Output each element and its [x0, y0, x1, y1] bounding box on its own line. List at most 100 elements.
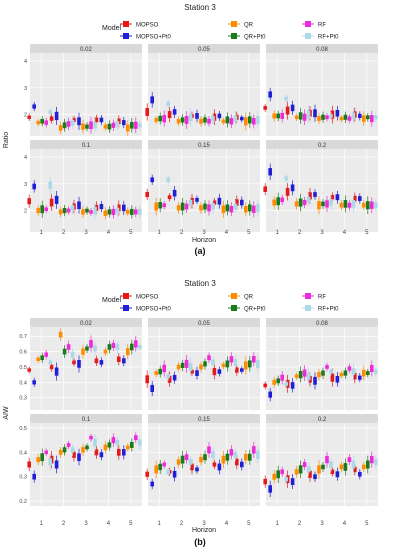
box-b: [117, 448, 121, 456]
legend-key-a: [231, 21, 237, 27]
box-a: [130, 121, 134, 129]
box-b: [339, 372, 344, 377]
legend-key-b: [123, 293, 129, 299]
box-b: [343, 370, 348, 376]
legend-key-a: [123, 21, 129, 27]
box-a: [211, 115, 215, 122]
box-a: [370, 201, 374, 209]
box-a: [294, 115, 299, 119]
box-a: [111, 208, 116, 215]
box-b: [252, 356, 256, 363]
box-a: [290, 104, 295, 112]
x-tick-label-b: 1: [276, 521, 280, 527]
box-b: [263, 478, 267, 485]
facet-label-b: 0.05: [198, 321, 210, 327]
box-b: [122, 449, 126, 456]
box-b: [353, 372, 357, 380]
box-a: [370, 115, 374, 123]
box-b: [27, 368, 31, 372]
box-a: [199, 205, 203, 211]
box-b: [70, 447, 75, 453]
y-tick-label-a: 2: [24, 113, 27, 119]
box-b: [85, 346, 89, 351]
box-a: [207, 204, 211, 212]
x-tick-label-a: 5: [247, 230, 251, 236]
y-tick-label-a: 4: [24, 155, 27, 161]
box-a: [276, 113, 280, 119]
box-a: [221, 205, 226, 214]
box-a: [351, 112, 356, 120]
box-b: [172, 470, 177, 478]
box-a: [150, 177, 154, 183]
box-a: [99, 117, 104, 123]
box-a: [172, 109, 177, 115]
facet-strip-b: [148, 318, 260, 327]
box-a: [280, 197, 284, 203]
box-a: [308, 192, 312, 200]
box-b: [48, 458, 52, 466]
y-tick-label-b: 0.3: [19, 396, 27, 402]
legend-label-a: MOPSO: [136, 23, 159, 29]
x-tick-label-b: 3: [320, 521, 324, 527]
facet-label-a: 0.2: [318, 143, 327, 149]
box-a: [115, 121, 120, 127]
box-a: [150, 96, 154, 104]
y-tick-label-b: 0.7: [19, 334, 27, 340]
box-a: [40, 205, 44, 214]
box-a: [353, 195, 357, 202]
box-b: [103, 444, 108, 451]
facet-strip-b: [266, 318, 378, 327]
x-tick-label-b: 5: [129, 521, 133, 527]
box-a: [366, 115, 370, 120]
box-a: [93, 206, 97, 215]
box-a: [85, 208, 89, 213]
box-a: [366, 201, 370, 210]
box-a: [49, 116, 54, 121]
box-a: [154, 202, 158, 211]
box-b: [184, 454, 189, 461]
facet-label-a: 0.05: [198, 47, 210, 53]
box-a: [115, 207, 120, 214]
legend-label-b: QR+Pt0: [244, 307, 266, 313]
box-a: [54, 195, 59, 204]
box-b: [158, 463, 162, 471]
box-a: [180, 202, 185, 211]
box-b: [89, 435, 93, 440]
box-b: [272, 379, 276, 385]
facet-strip-a: [266, 44, 378, 53]
box-a: [343, 114, 348, 120]
x-tick-label-b: 4: [225, 521, 229, 527]
facet-label-b: 0.2: [318, 417, 327, 423]
box-b: [306, 372, 311, 381]
y-tick-label-b: 0.4: [19, 380, 27, 386]
legend-key-b: [231, 305, 237, 311]
box-a: [62, 208, 67, 214]
box-b: [126, 348, 130, 356]
box-a: [158, 115, 162, 122]
box-b: [107, 344, 112, 350]
box-a: [233, 203, 238, 210]
box-b: [134, 340, 138, 348]
legend-label-b: MOPSO+Pt0: [136, 307, 172, 313]
box-b: [212, 367, 217, 376]
box-a: [240, 199, 244, 206]
box-b: [235, 458, 239, 466]
box-b: [81, 447, 85, 453]
box-a: [94, 117, 99, 123]
box-a: [351, 200, 356, 208]
box-b: [212, 462, 217, 467]
box-b: [240, 368, 244, 372]
box-b: [306, 466, 311, 473]
box-a: [176, 205, 181, 211]
box-b: [339, 464, 344, 470]
box-b: [176, 459, 181, 465]
box-a: [347, 116, 352, 121]
legend-label-b: RF: [318, 295, 326, 301]
box-a: [207, 118, 211, 124]
box-b: [166, 374, 170, 379]
box-b: [317, 372, 321, 378]
box-b: [111, 342, 116, 349]
box-b: [150, 481, 154, 487]
box-a: [145, 191, 149, 198]
box-b: [276, 470, 280, 479]
